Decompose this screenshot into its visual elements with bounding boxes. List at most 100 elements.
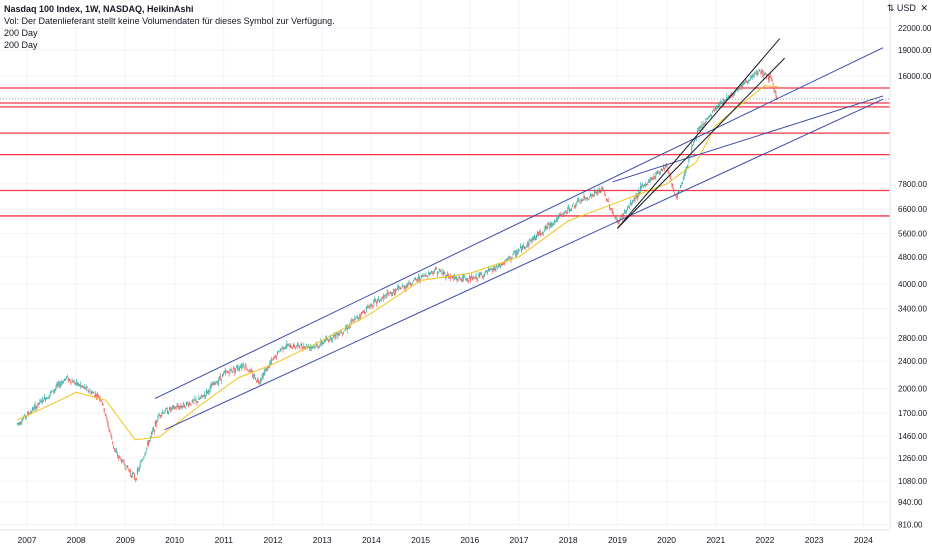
candle-body (547, 223, 549, 226)
candle-body (499, 265, 501, 267)
candle-body (310, 346, 312, 348)
candle-body (433, 271, 435, 273)
candle-body (124, 466, 126, 468)
indicator-label-2[interactable]: 200 Day (4, 40, 38, 50)
indicator-label-1[interactable]: 200 Day (4, 28, 38, 38)
candle-body (514, 251, 516, 252)
candle-body (109, 430, 111, 432)
candle-body (716, 107, 718, 109)
time-tick-label: 2014 (362, 535, 381, 545)
candle-body (324, 339, 326, 342)
candle-body (165, 408, 167, 411)
candle-body (241, 364, 243, 367)
candle-body (465, 278, 467, 281)
candle-body (711, 114, 713, 116)
candle-body (396, 289, 398, 291)
candle-body (661, 169, 663, 171)
candle-body (356, 316, 358, 317)
candle-body (32, 409, 34, 411)
candle-body (471, 278, 473, 281)
candle-body (497, 266, 499, 268)
candle-body (79, 384, 81, 387)
candle-body (140, 461, 142, 463)
candle-body (598, 189, 600, 192)
candle-body (550, 222, 552, 225)
candle-body (145, 451, 147, 454)
candle-body (176, 405, 178, 408)
candle-body (697, 129, 699, 131)
time-tick-label: 2023 (805, 535, 824, 545)
candle-body (161, 413, 163, 415)
candle-body (184, 404, 186, 408)
candle-body (72, 381, 74, 383)
log-scale-icon[interactable]: ⇅ (886, 3, 895, 13)
candle-body (474, 278, 476, 279)
candle-body (380, 298, 382, 299)
candle-body (764, 73, 766, 76)
candle-body (494, 269, 496, 271)
candle-body (69, 379, 71, 382)
candle-body (275, 355, 276, 357)
trend-lines[interactable] (154, 38, 884, 431)
candle-body (131, 475, 133, 478)
candle-body (609, 204, 610, 208)
currency-label[interactable]: USD (896, 3, 916, 13)
moving-average-line (16, 85, 778, 441)
candle-body (608, 201, 609, 203)
candle-body (36, 406, 38, 408)
candle-body (232, 371, 234, 372)
time-axis[interactable]: 2007 2008 2009 2010 2011 2012 2013 2014 2015 2016… (0, 529, 890, 545)
candle-body (610, 209, 612, 211)
candle-body (181, 407, 183, 408)
candle-body (52, 390, 54, 392)
candle-body (728, 95, 730, 98)
price-axis[interactable]: 22000.00 19000.00 16000.00 7800.00 6600.00 56… (889, 0, 932, 550)
candle-body (180, 406, 182, 408)
candle-body (372, 306, 374, 308)
candle-body (661, 168, 662, 171)
candle-body (719, 102, 721, 104)
candle-body (575, 204, 577, 206)
candle-body (266, 369, 268, 372)
candle-body (400, 288, 402, 289)
candle-body (370, 304, 372, 306)
candle-body (136, 469, 138, 475)
candle-body (218, 380, 220, 383)
candle-body (538, 233, 539, 236)
candle-body (76, 380, 78, 382)
candle-body (757, 72, 759, 75)
candle-body (56, 384, 58, 387)
candle-body (67, 378, 69, 382)
candle-body (564, 210, 566, 212)
candle-body (611, 211, 613, 213)
candle-body (415, 279, 417, 281)
candle-body (457, 279, 459, 281)
close-icon[interactable]: ✕ (920, 3, 928, 13)
candle-body (748, 80, 749, 82)
candle-body (373, 300, 375, 304)
symbol-title[interactable]: Nasdaq 100 Index, 1W, NASDAQ, HeikinAshi (4, 4, 194, 14)
candle-body (346, 328, 348, 330)
candle-body (42, 398, 44, 401)
candle-body (110, 432, 112, 435)
candle-body (283, 348, 285, 350)
candle-body (312, 346, 314, 348)
candle-body (122, 460, 124, 462)
candle-body (487, 268, 489, 271)
candle-body (749, 77, 751, 79)
candle-body (354, 317, 356, 321)
candle-body (247, 370, 249, 372)
candle-body (745, 80, 747, 82)
candle-body (760, 71, 762, 73)
candle-body (704, 124, 706, 125)
candle-body (750, 76, 752, 78)
candle-body (519, 249, 521, 251)
candle-body (259, 380, 261, 382)
candle-body (330, 338, 332, 341)
candle-body (573, 203, 574, 205)
candle-body (207, 389, 209, 392)
candle-body (753, 73, 755, 75)
candle-body (216, 382, 218, 383)
candle-body (619, 218, 621, 221)
